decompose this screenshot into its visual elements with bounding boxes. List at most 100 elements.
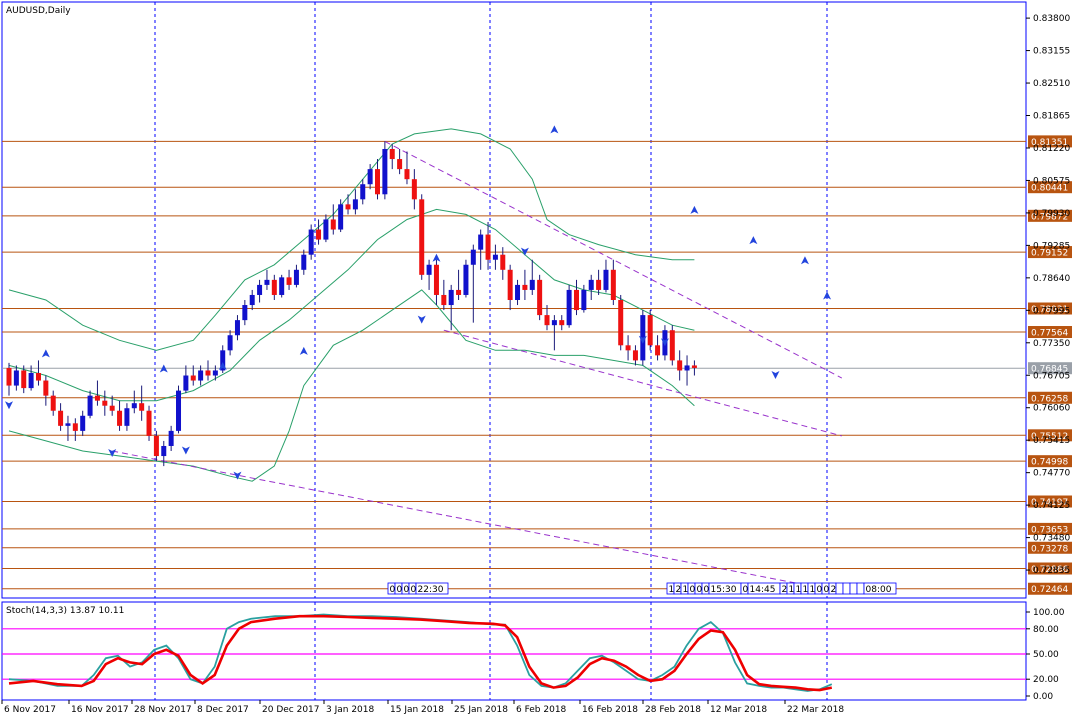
candle-body[interactable] — [338, 204, 344, 230]
stochastic-panel[interactable] — [1, 601, 1027, 701]
candle-body[interactable] — [146, 410, 152, 436]
candle-body[interactable] — [640, 315, 646, 361]
candle-body[interactable] — [684, 365, 690, 371]
candle-body[interactable] — [87, 395, 93, 416]
candle-body[interactable] — [109, 405, 115, 411]
trendline[interactable] — [443, 329, 842, 437]
candle-body[interactable] — [308, 229, 314, 255]
candle-body[interactable] — [419, 199, 425, 275]
candle-body[interactable] — [183, 375, 189, 391]
candle-body[interactable] — [581, 289, 587, 311]
candle-body[interactable] — [117, 410, 123, 426]
candle-body[interactable] — [35, 372, 41, 381]
candle-body[interactable] — [345, 204, 351, 210]
candle-body[interactable] — [80, 415, 86, 431]
candle-body[interactable] — [330, 219, 336, 230]
candle-body[interactable] — [596, 279, 602, 290]
candle-body[interactable] — [382, 148, 388, 195]
candle-body[interactable] — [43, 380, 49, 396]
candle-body[interactable] — [242, 305, 248, 321]
candle-body[interactable] — [65, 423, 71, 426]
candle-body[interactable] — [264, 279, 270, 285]
candle-body[interactable] — [500, 254, 506, 270]
candle-body[interactable] — [625, 345, 631, 351]
candle-body[interactable] — [544, 315, 550, 326]
candle-body[interactable] — [139, 403, 145, 411]
candle-body[interactable] — [618, 300, 624, 346]
candle-body[interactable] — [234, 320, 240, 336]
candle-body[interactable] — [470, 249, 476, 265]
candle-body[interactable] — [190, 375, 196, 381]
candle-body[interactable] — [411, 179, 417, 200]
candle-body[interactable] — [375, 169, 380, 195]
candle-body[interactable] — [522, 284, 528, 290]
candle-body[interactable] — [485, 234, 491, 260]
candle-body[interactable] — [102, 400, 108, 406]
candle-body[interactable] — [677, 360, 683, 371]
candle-body[interactable] — [456, 289, 462, 295]
candle-body[interactable] — [198, 370, 204, 381]
candle-body[interactable] — [559, 320, 565, 326]
candle-body[interactable] — [529, 279, 535, 290]
candle-body[interactable] — [515, 284, 521, 300]
candle-body[interactable] — [58, 410, 64, 426]
candle-body[interactable] — [28, 372, 34, 389]
candle-body[interactable] — [367, 169, 373, 185]
candle-body[interactable] — [220, 350, 226, 371]
candle-body[interactable] — [153, 435, 159, 457]
candle-body[interactable] — [352, 199, 358, 210]
candle-body[interactable] — [603, 269, 609, 290]
candle-body[interactable] — [588, 279, 594, 290]
candle-body[interactable] — [6, 367, 12, 386]
trendline[interactable] — [112, 450, 842, 593]
candle-body[interactable] — [212, 370, 218, 376]
candle-body[interactable] — [389, 148, 395, 160]
candle-body[interactable] — [13, 370, 19, 386]
candle-body[interactable] — [94, 395, 100, 401]
candle-body[interactable] — [507, 269, 513, 300]
candle-body[interactable] — [21, 370, 27, 389]
candle-body[interactable] — [227, 335, 233, 351]
candle-body[interactable] — [271, 279, 277, 295]
candle-body[interactable] — [537, 279, 543, 316]
candle-body[interactable] — [316, 229, 322, 240]
candle-body[interactable] — [168, 430, 174, 446]
candle-body[interactable] — [478, 234, 484, 250]
candle-body[interactable] — [360, 184, 366, 200]
candle-body[interactable] — [72, 423, 78, 431]
candle-body[interactable] — [492, 254, 498, 260]
candle-body[interactable] — [50, 395, 56, 411]
candle-body[interactable] — [448, 289, 454, 306]
candle-body[interactable] — [397, 159, 403, 170]
candle-body[interactable] — [279, 277, 285, 295]
candle-body[interactable] — [610, 269, 616, 300]
time-marker-box — [835, 582, 844, 595]
candle-body[interactable] — [566, 289, 572, 326]
trendline[interactable] — [384, 140, 843, 379]
candle-body[interactable] — [691, 365, 697, 368]
candle-body[interactable] — [161, 445, 167, 457]
candle-body[interactable] — [647, 315, 653, 346]
candle-body[interactable] — [433, 264, 439, 295]
candle-body[interactable] — [655, 345, 661, 356]
candle-body[interactable] — [551, 320, 557, 326]
candle-body[interactable] — [632, 350, 638, 361]
price-panel[interactable]: 0 0 0 0 22:30 1 2 1 0 0 0 15:30 0 14:45 2 1 1 1 1 0 0 2 08:00 — [1, 1, 1027, 599]
candle-body[interactable] — [441, 294, 447, 306]
candle-body[interactable] — [176, 390, 182, 431]
candle-body[interactable] — [573, 289, 579, 311]
candle-body[interactable] — [669, 330, 675, 361]
candle-body[interactable] — [293, 269, 299, 285]
candle-body[interactable] — [301, 254, 307, 270]
candle-body[interactable] — [463, 264, 469, 295]
candle-body[interactable] — [205, 370, 211, 376]
candle-body[interactable] — [257, 284, 263, 295]
candle-body[interactable] — [426, 264, 432, 275]
candle-body[interactable] — [286, 277, 292, 285]
candle-body[interactable] — [124, 408, 130, 426]
candle-body[interactable] — [249, 294, 255, 306]
candle-body[interactable] — [404, 169, 410, 180]
candle-body[interactable] — [323, 219, 329, 240]
candle-body[interactable] — [131, 403, 137, 409]
